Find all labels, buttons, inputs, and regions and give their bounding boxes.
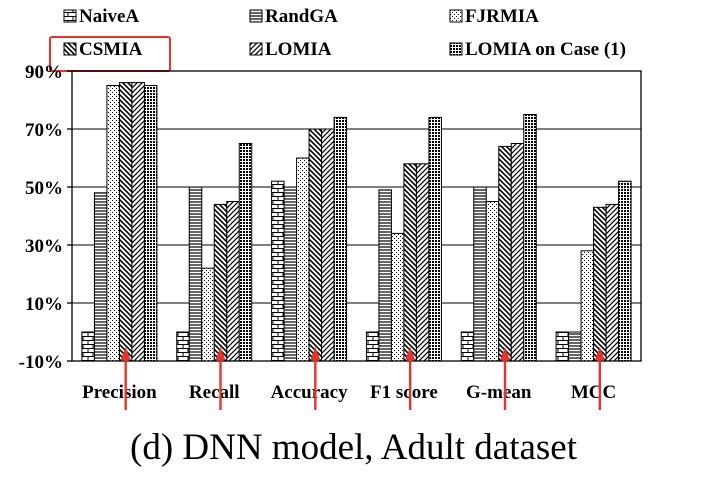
bar-fjrmia-f1-score <box>390 232 405 362</box>
bar-naivea-f1-score <box>365 331 380 362</box>
bar-randga-mcc <box>568 331 582 362</box>
y-tick-label: 50% <box>25 178 63 199</box>
bar-randga-f1-score <box>378 189 392 362</box>
legend-label: CSMIA <box>79 39 143 60</box>
bar-csmia-recall <box>213 203 228 362</box>
bar-naivea-g-mean <box>460 331 475 362</box>
y-tick-label: 70% <box>25 120 63 141</box>
legend-swatch <box>449 42 463 56</box>
bar-lomia-accuracy <box>321 128 335 362</box>
legend-label: LOMIA on Case (1) <box>465 39 626 60</box>
bar-lomia-on-case-1-accuracy <box>333 116 348 362</box>
arrow-precision <box>120 347 131 410</box>
legend-entry-lomia: LOMIA <box>249 39 332 60</box>
bar-randga-accuracy <box>283 186 298 362</box>
bar-lomia-g-mean <box>510 143 525 362</box>
bar-lomia-on-case-1-mcc <box>618 180 632 362</box>
bar-naivea-accuracy <box>271 180 285 362</box>
y-tick-label: 10% <box>25 294 63 315</box>
bar-randga-precision <box>93 192 108 362</box>
arrow-g-mean <box>500 347 510 410</box>
bar-chart: NaiveA RandGA FJRMIA CSMIA LOMIA LOMIA on Cas… <box>19 6 642 410</box>
bar-csmia-accuracy <box>308 128 323 362</box>
legend-entry-csmia: CSMIA <box>63 39 143 60</box>
arrow-mcc <box>594 347 605 410</box>
bar-fjrmia-precision <box>106 85 120 362</box>
figure-caption: (d) DNN model, Adult dataset <box>130 427 577 468</box>
bar-lomia-on-case-1-recall <box>238 143 253 362</box>
bars <box>81 82 632 362</box>
legend-entry-naivea: NaiveA <box>63 6 139 27</box>
arrows <box>120 347 605 410</box>
bar-randga-recall <box>188 186 203 362</box>
y-tick-label: 30% <box>25 236 63 257</box>
bar-naivea-mcc <box>555 331 570 362</box>
legend-swatch <box>249 9 263 23</box>
x-tick-label-f1-score: F1 score <box>370 382 438 403</box>
bar-lomia-on-case-1-g-mean <box>523 114 537 362</box>
bar-lomia-precision <box>131 82 145 362</box>
bar-lomia-mcc <box>605 203 620 362</box>
legend-label: NaiveA <box>79 6 139 27</box>
bar-lomia-on-case-1-precision <box>143 85 158 362</box>
bar-csmia-precision <box>118 82 133 362</box>
bar-fjrmia-mcc <box>580 250 595 362</box>
bar-fjrmia-g-mean <box>485 201 500 362</box>
bar-lomia-recall <box>226 201 240 362</box>
arrow-recall <box>215 347 226 410</box>
legend: NaiveA RandGA FJRMIA CSMIA LOMIA LOMIA on Cas… <box>49 6 626 72</box>
bar-fjrmia-accuracy <box>296 157 310 362</box>
legend-swatch <box>63 9 77 23</box>
x-tick-label-g-mean: G-mean <box>466 382 532 403</box>
arrow-accuracy <box>310 347 321 410</box>
arrow-f1-score <box>405 347 416 410</box>
x-tick-label-mcc: MCC <box>571 382 616 403</box>
bar-naivea-recall <box>176 331 190 362</box>
y-tick-label: -10% <box>19 352 63 373</box>
legend-label: RandGA <box>265 6 338 27</box>
y-tick-label: 90% <box>25 62 63 83</box>
legend-entry-randga: RandGA <box>249 6 338 27</box>
legend-label: LOMIA <box>265 39 332 60</box>
bar-csmia-mcc <box>593 206 607 362</box>
plot-frame <box>71 70 642 362</box>
legend-swatch <box>249 42 263 56</box>
bar-csmia-f1-score <box>403 163 417 362</box>
bar-fjrmia-recall <box>201 267 215 362</box>
axes: -10% 10% 30% 50% 70% 90% Precision Recall Accura… <box>19 62 642 403</box>
bar-csmia-g-mean <box>498 145 512 362</box>
bar-lomia-f1-score <box>415 163 430 362</box>
legend-entry-fjrmia: FJRMIA <box>449 6 539 27</box>
bar-randga-g-mean <box>473 186 487 362</box>
x-tick-label-accuracy: Accuracy <box>271 382 349 403</box>
legend-entry-lomia-on-case-1: LOMIA on Case (1) <box>449 39 626 60</box>
legend-swatch <box>449 9 463 23</box>
x-tick-label-recall: Recall <box>189 382 240 403</box>
legend-label: FJRMIA <box>465 6 539 27</box>
bar-lomia-on-case-1-f1-score <box>428 116 442 362</box>
bar-naivea-precision <box>81 331 95 362</box>
legend-swatch <box>63 42 77 56</box>
x-tick-label-precision: Precision <box>82 382 157 403</box>
